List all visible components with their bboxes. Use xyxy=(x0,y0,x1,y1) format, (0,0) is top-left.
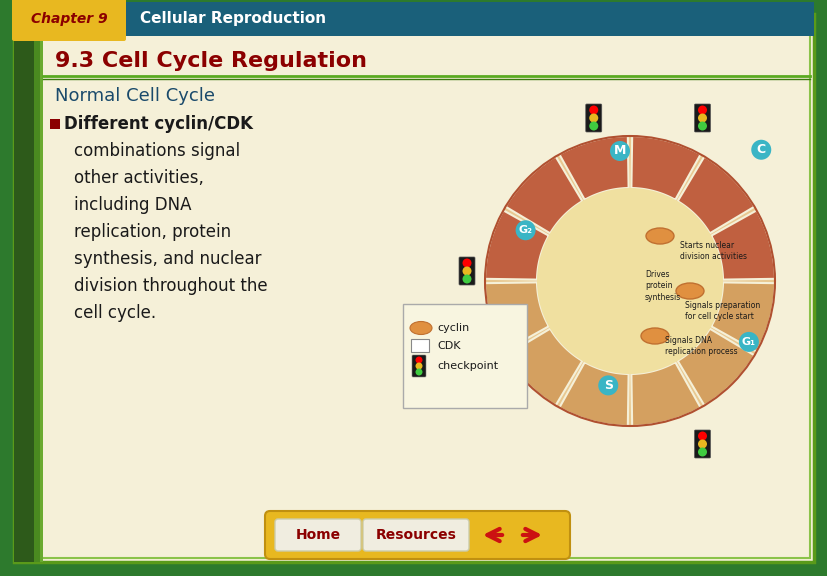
Circle shape xyxy=(537,188,722,374)
Polygon shape xyxy=(631,136,700,200)
Text: division throughout the: division throughout the xyxy=(74,277,267,295)
Text: M: M xyxy=(613,145,625,157)
Circle shape xyxy=(415,369,422,376)
Text: Drives
protein
synthesis: Drives protein synthesis xyxy=(644,270,681,302)
Polygon shape xyxy=(485,210,548,279)
Text: Signals DNA
replication process: Signals DNA replication process xyxy=(664,336,737,356)
Text: synthesis, and nuclear: synthesis, and nuclear xyxy=(74,250,261,268)
Text: Starts nuclear
division activities: Starts nuclear division activities xyxy=(679,241,746,261)
Ellipse shape xyxy=(645,228,673,244)
Text: C: C xyxy=(756,143,765,156)
Bar xyxy=(40,14,43,562)
Text: checkpoint: checkpoint xyxy=(437,361,498,371)
Polygon shape xyxy=(631,362,700,426)
Text: cell cycle.: cell cycle. xyxy=(74,304,156,322)
Text: Signals preparation
for cell cycle start: Signals preparation for cell cycle start xyxy=(684,301,759,321)
Polygon shape xyxy=(676,329,753,406)
FancyBboxPatch shape xyxy=(275,519,361,551)
Circle shape xyxy=(609,141,629,161)
Text: Home: Home xyxy=(295,528,340,542)
FancyBboxPatch shape xyxy=(694,104,710,132)
Polygon shape xyxy=(559,136,628,200)
Text: including DNA: including DNA xyxy=(74,196,191,214)
Text: 9.3 Cell Cycle Regulation: 9.3 Cell Cycle Regulation xyxy=(55,51,366,71)
Ellipse shape xyxy=(675,283,703,299)
Polygon shape xyxy=(485,282,548,351)
Polygon shape xyxy=(505,157,581,233)
Polygon shape xyxy=(676,157,753,233)
Text: Normal Cell Cycle: Normal Cell Cycle xyxy=(55,87,215,105)
Text: Different cyclin/CDK: Different cyclin/CDK xyxy=(64,115,253,133)
FancyBboxPatch shape xyxy=(458,257,475,285)
Circle shape xyxy=(589,122,598,131)
Bar xyxy=(14,2,813,36)
FancyBboxPatch shape xyxy=(585,104,601,132)
Bar xyxy=(410,339,428,352)
Text: S: S xyxy=(603,379,612,392)
Circle shape xyxy=(697,113,706,123)
FancyBboxPatch shape xyxy=(362,519,468,551)
Text: Cellular Reproduction: Cellular Reproduction xyxy=(140,12,326,26)
Circle shape xyxy=(598,376,618,395)
Text: Resources: Resources xyxy=(375,528,456,542)
Circle shape xyxy=(462,259,471,267)
Text: G₂: G₂ xyxy=(518,225,532,235)
Circle shape xyxy=(462,267,471,275)
Circle shape xyxy=(750,140,770,160)
Bar xyxy=(14,14,34,562)
Circle shape xyxy=(415,362,422,369)
FancyBboxPatch shape xyxy=(14,14,813,562)
Ellipse shape xyxy=(409,321,432,335)
Circle shape xyxy=(697,122,706,131)
Text: G₁: G₁ xyxy=(741,337,755,347)
Polygon shape xyxy=(710,282,774,351)
Circle shape xyxy=(697,105,706,115)
FancyBboxPatch shape xyxy=(694,430,710,458)
Circle shape xyxy=(697,448,706,457)
Text: replication, protein: replication, protein xyxy=(74,223,231,241)
Circle shape xyxy=(462,275,471,283)
FancyBboxPatch shape xyxy=(12,0,126,41)
Circle shape xyxy=(415,357,422,363)
Text: Chapter 9: Chapter 9 xyxy=(31,12,108,26)
Circle shape xyxy=(589,105,598,115)
Polygon shape xyxy=(505,329,581,406)
Circle shape xyxy=(697,439,706,449)
FancyBboxPatch shape xyxy=(403,304,526,408)
FancyBboxPatch shape xyxy=(412,355,425,377)
Polygon shape xyxy=(710,210,774,279)
Bar xyxy=(34,14,40,562)
Polygon shape xyxy=(559,362,628,426)
Text: other activities,: other activities, xyxy=(74,169,203,187)
Text: cyclin: cyclin xyxy=(437,323,469,333)
FancyBboxPatch shape xyxy=(265,511,569,559)
Circle shape xyxy=(485,136,774,426)
Ellipse shape xyxy=(640,328,668,344)
Circle shape xyxy=(589,113,598,123)
Bar xyxy=(50,119,60,129)
Text: combinations signal: combinations signal xyxy=(74,142,240,160)
Circle shape xyxy=(697,431,706,441)
Circle shape xyxy=(738,332,758,352)
Circle shape xyxy=(515,220,535,240)
Text: CDK: CDK xyxy=(437,341,460,351)
